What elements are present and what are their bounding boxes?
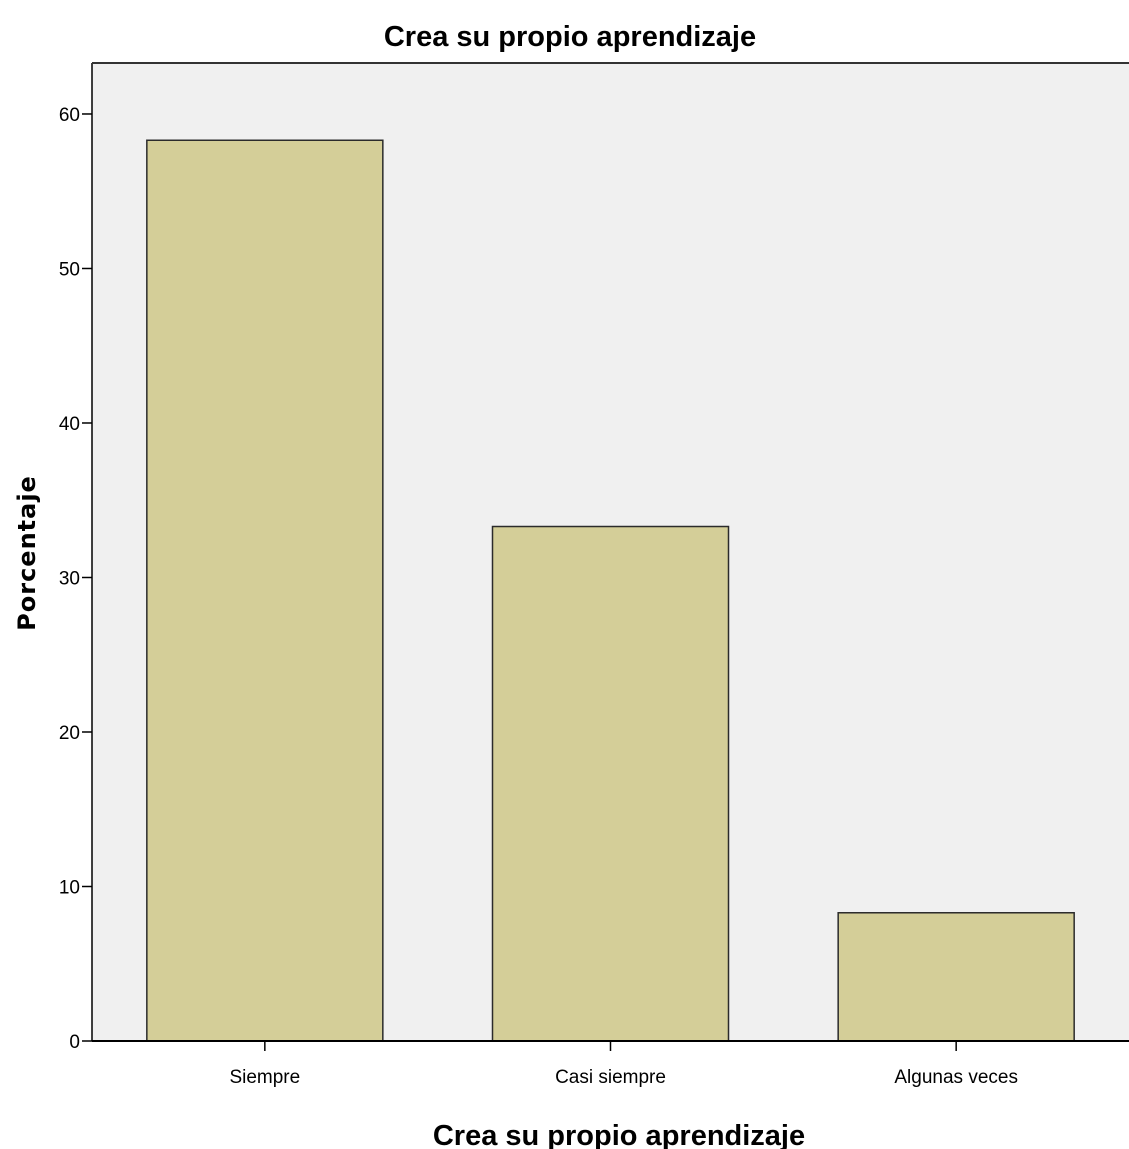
y-tick-label: 30 xyxy=(59,568,80,589)
chart-title: Crea su propio aprendizaje xyxy=(384,21,756,53)
y-axis: 0 10 20 30 40 50 60 xyxy=(59,63,93,1053)
bar-casi-siempre xyxy=(491,525,730,1042)
y-tick-label: 50 xyxy=(59,259,80,280)
x-axis: Siempre Casi siempre Algunas veces xyxy=(92,1040,1129,1088)
y-tick-label: 60 xyxy=(59,105,80,126)
x-tick-label: Algunas veces xyxy=(894,1067,1018,1088)
x-tick-label: Siempre xyxy=(229,1067,300,1088)
y-tick-label: 0 xyxy=(69,1032,80,1053)
y-tick-label: 40 xyxy=(59,414,80,435)
y-tick-label: 10 xyxy=(59,877,80,898)
y-axis-label: Porcentaje xyxy=(13,475,41,631)
bars-group xyxy=(146,139,1075,1042)
bar-siempre xyxy=(146,139,384,1042)
x-tick-label: Casi siempre xyxy=(555,1067,666,1088)
y-tick-label: 20 xyxy=(59,723,80,744)
x-axis-label: Crea su propio aprendizaje xyxy=(433,1120,805,1149)
bar-algunas-veces xyxy=(837,912,1075,1042)
